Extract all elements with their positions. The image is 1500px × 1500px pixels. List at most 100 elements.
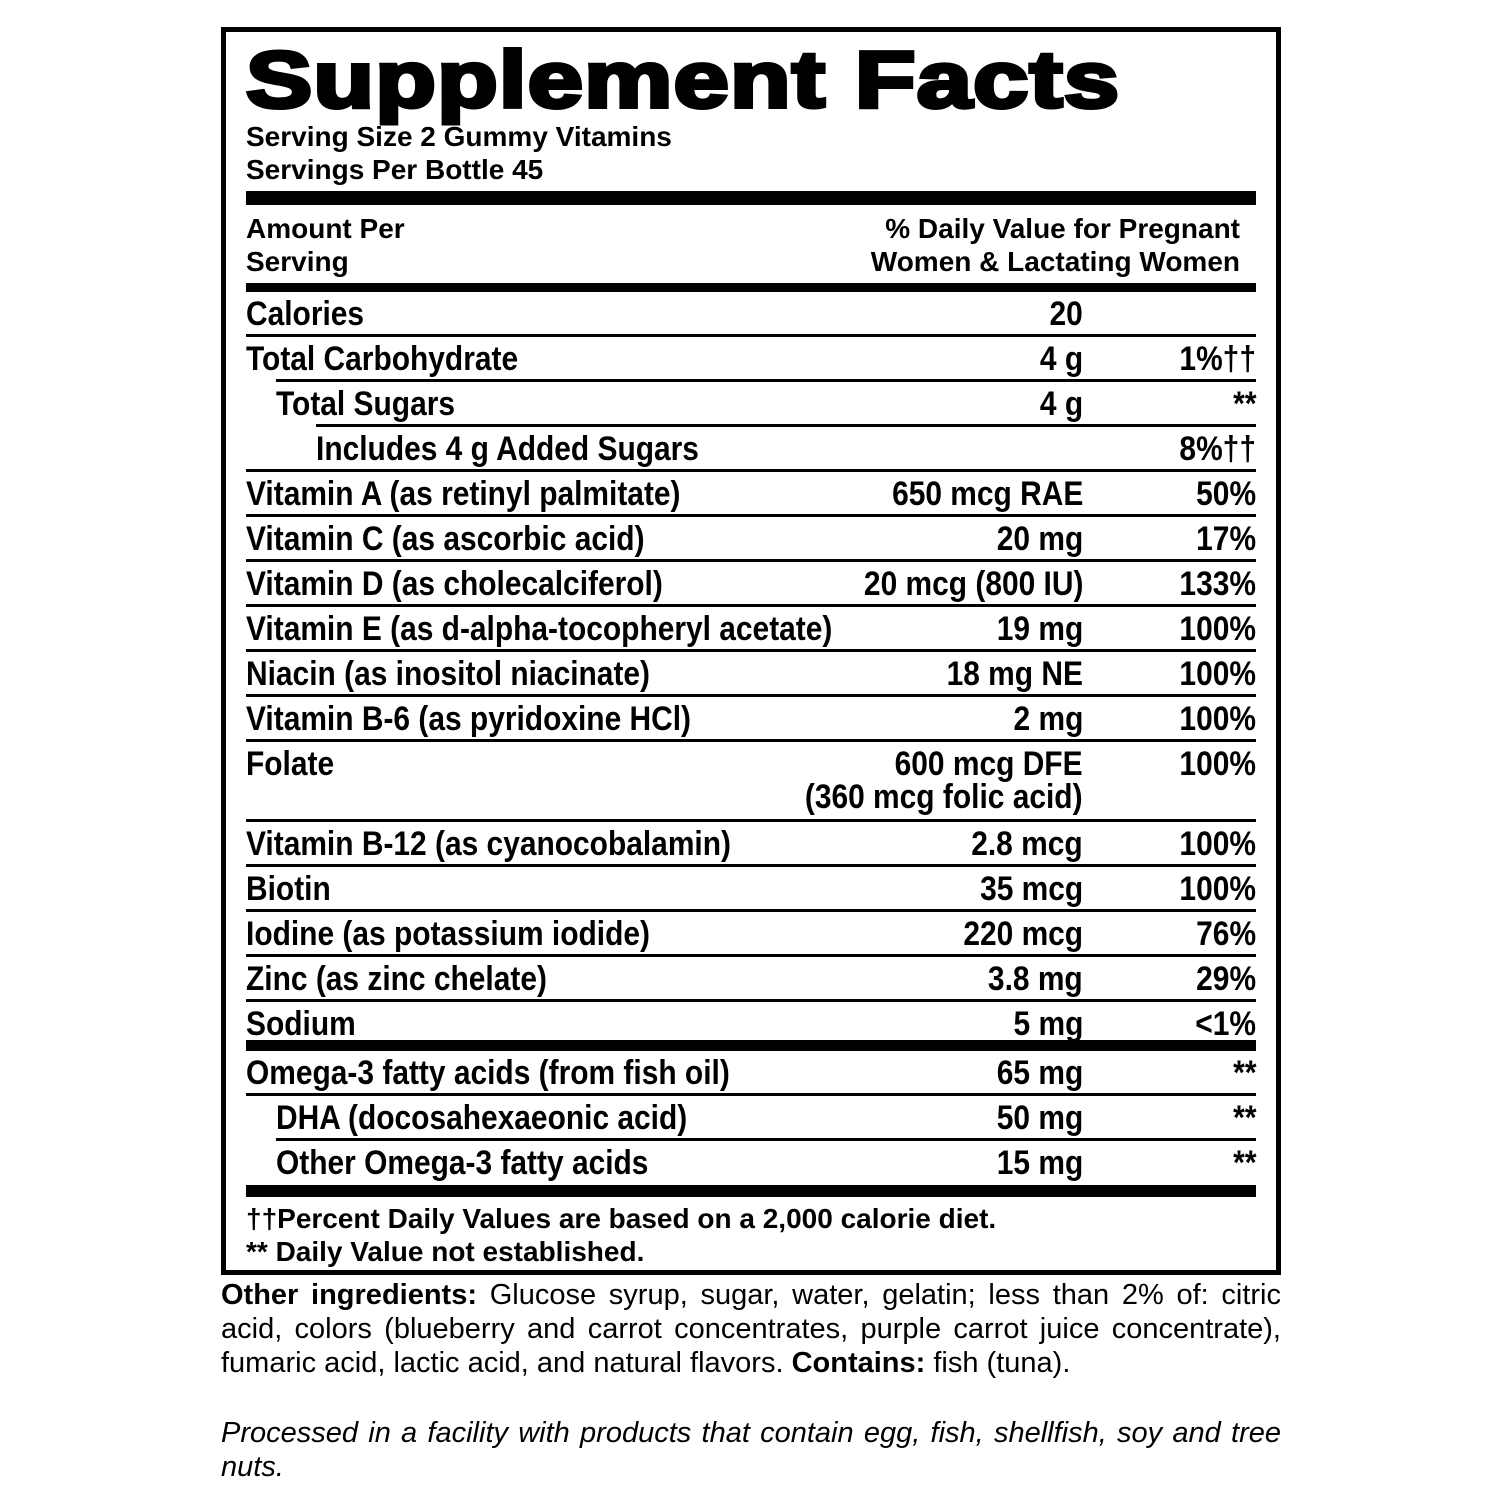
text: fish (tuna).	[933, 1347, 1071, 1379]
nutrient-name: Vitamin B-6 (as pyridoxine HCl)	[246, 700, 692, 738]
daily-value: 100%	[1179, 610, 1256, 648]
amount: 20	[1049, 295, 1083, 333]
column-header: % Daily Value for Pregnant	[885, 213, 1240, 244]
daily-value: 100%	[1179, 745, 1256, 783]
amount: 65 mg	[996, 1054, 1083, 1092]
row-rule	[246, 469, 1256, 472]
row-rule	[246, 694, 1256, 697]
nutrient-name: Omega-3 fatty acids (from fish oil)	[246, 1054, 730, 1092]
amount: 2 mg	[1013, 700, 1083, 738]
servings-per-container: Servings Per Bottle 45	[246, 154, 544, 185]
daily-value: 100%	[1179, 870, 1256, 908]
nutrient-row: Vitamin E (as d-alpha-tocopheryl acetate…	[246, 607, 1256, 652]
supplement-facts-panel: Supplement Facts Serving Size 2 Gummy Vi…	[221, 27, 1281, 1275]
thick-rule	[246, 191, 1256, 205]
daily-value: <1%	[1195, 1005, 1256, 1043]
daily-value: 29%	[1196, 960, 1256, 998]
nutrient-name: Calories	[246, 295, 365, 333]
amount: 5 mg	[1013, 1005, 1083, 1043]
other-ingredients: Other ingredients: Glucose syrup, sugar,…	[221, 1278, 1281, 1380]
nutrient-row: Total Carbohydrate 4 g 1%††	[246, 337, 1256, 382]
fatty-acid-rows: Omega-3 fatty acids (from fish oil) 65 mg…	[246, 1051, 1256, 1186]
nutrient-name: DHA (docosahexaeonic acid)	[276, 1099, 688, 1137]
daily-value: **	[1232, 1144, 1256, 1182]
nutrient-row: Niacin (as inositol niacinate) 18 mg NE 10…	[246, 652, 1256, 697]
amount: 3.8 mg	[988, 960, 1083, 998]
nutrient-row: Vitamin A (as retinyl palmitate) 650 mcg …	[246, 472, 1256, 517]
daily-value: **	[1232, 1054, 1256, 1092]
nutrient-name: Niacin (as inositol niacinate)	[246, 655, 651, 693]
row-rule	[246, 514, 1256, 517]
serving-size: Serving Size 2 Gummy Vitamins	[246, 121, 672, 152]
daily-value: 1%††	[1179, 340, 1256, 378]
row-rule	[246, 819, 1256, 822]
amount: 220 mcg	[963, 915, 1083, 953]
footnote: ** Daily Value not established.	[246, 1236, 645, 1267]
daily-value: 50%	[1196, 475, 1256, 513]
row-rule	[246, 954, 1256, 957]
nutrient-name: Includes 4 g Added Sugars	[316, 430, 699, 468]
amount: 18 mg NE	[946, 655, 1083, 693]
nutrient-name: Folate	[246, 745, 335, 783]
label: Contains:	[791, 1347, 926, 1379]
row-rule	[276, 1138, 1256, 1141]
amount: 4 g	[1039, 385, 1083, 423]
row-rule	[316, 424, 1256, 427]
nutrient-name: Vitamin C (as ascorbic acid)	[246, 520, 645, 558]
nutrient-name: Iodine (as potassium iodide)	[246, 915, 650, 953]
daily-value: 100%	[1179, 655, 1256, 693]
nutrient-row: Omega-3 fatty acids (from fish oil) 65 mg…	[246, 1051, 1256, 1096]
row-rule	[276, 379, 1256, 382]
nutrient-row: Sodium 5 mg <1%	[246, 1002, 1256, 1043]
nutrient-name: Total Carbohydrate	[246, 340, 519, 378]
daily-value: 133%	[1179, 565, 1256, 603]
nutrient-row: Other Omega-3 fatty acids 15 mg **	[246, 1141, 1256, 1186]
daily-value: 100%	[1179, 825, 1256, 863]
amount: 600 mcg DFE	[895, 745, 1083, 783]
amount: 4 g	[1039, 340, 1083, 378]
column-header: Women & Lactating Women	[870, 246, 1240, 277]
nutrient-row: Vitamin B-12 (as cyanocobalamin) 2.8 mcg 1…	[246, 822, 1256, 867]
nutrient-name: Vitamin D (as cholecalciferol)	[246, 565, 663, 603]
daily-value: 17%	[1196, 520, 1256, 558]
row-rule	[246, 1093, 1256, 1096]
thick-rule	[246, 1040, 1256, 1051]
column-header: Amount Per	[246, 213, 405, 244]
nutrient-row: Vitamin B-6 (as pyridoxine HCl) 2 mg 100%	[246, 697, 1256, 742]
daily-value: 76%	[1196, 915, 1256, 953]
nutrient-name: Other Omega-3 fatty acids	[276, 1144, 649, 1182]
amount: 15 mg	[996, 1144, 1083, 1182]
nutrient-name: Total Sugars	[276, 385, 455, 423]
allergen-statement: Processed in a facility with products th…	[221, 1417, 1281, 1483]
nutrient-name: Vitamin A (as retinyl palmitate)	[246, 475, 681, 513]
nutrient-name: Vitamin B-12 (as cyanocobalamin)	[246, 825, 731, 863]
amount: 35 mcg	[979, 870, 1083, 908]
amount: 19 mg	[996, 610, 1083, 648]
nutrient-row: Includes 4 g Added Sugars 8%††	[246, 427, 1256, 472]
row-rule	[246, 864, 1256, 867]
nutrient-rows: Calories 20 Total Carbohydrate 4 g 1%†† Total…	[246, 292, 1256, 1043]
nutrient-name: Biotin	[246, 870, 331, 908]
nutrient-row: Calories 20	[246, 292, 1256, 337]
row-rule	[246, 909, 1256, 912]
nutrient-name: Vitamin E (as d-alpha-tocopheryl acetate…	[246, 610, 833, 648]
nutrient-row: Folate 600 mcg DFE (360 mcg folic acid) 100…	[246, 742, 1256, 822]
nutrient-row: Zinc (as zinc chelate) 3.8 mg 29%	[246, 957, 1256, 1002]
thick-rule	[246, 1185, 1256, 1197]
row-rule	[246, 999, 1256, 1002]
thick-rule	[246, 283, 1256, 292]
row-rule	[246, 649, 1256, 652]
daily-value: 8%††	[1179, 430, 1256, 468]
nutrient-row: Vitamin D (as cholecalciferol) 20 mcg (80…	[246, 562, 1256, 607]
nutrient-row: Total Sugars 4 g **	[246, 382, 1256, 427]
nutrient-row: Biotin 35 mcg 100%	[246, 867, 1256, 912]
title: Supplement Facts	[244, 33, 1122, 126]
daily-value: 100%	[1179, 700, 1256, 738]
row-rule	[246, 559, 1256, 562]
daily-value: **	[1232, 385, 1256, 423]
nutrient-row: Vitamin C (as ascorbic acid) 20 mg 17%	[246, 517, 1256, 562]
nutrient-name: Zinc (as zinc chelate)	[246, 960, 547, 998]
row-rule	[246, 739, 1256, 742]
amount: 2.8 mcg	[971, 825, 1083, 863]
